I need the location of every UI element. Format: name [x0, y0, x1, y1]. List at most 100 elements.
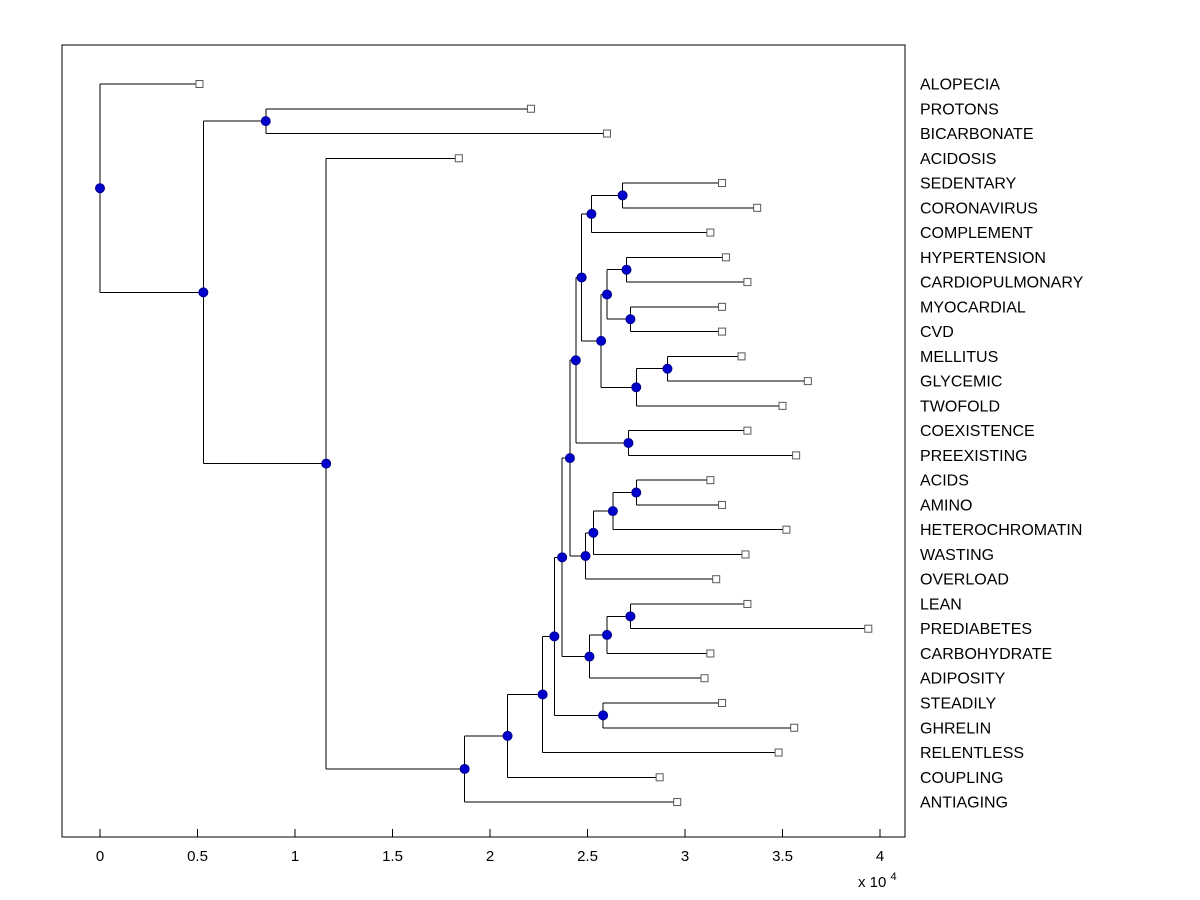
leaf-label: CARDIOPULMONARY	[920, 275, 1084, 292]
branch-node-marker	[321, 458, 332, 469]
branch-node-marker	[662, 363, 673, 374]
leaf-marker	[526, 104, 535, 113]
leaf-marker	[603, 129, 611, 138]
leaf-marker	[718, 302, 727, 311]
branch-node-marker	[537, 689, 548, 700]
leaf-marker	[792, 451, 801, 460]
leaf-marker	[778, 401, 787, 410]
leaf-marker	[864, 624, 873, 633]
leaf-label: ANTIAGING	[920, 795, 1008, 812]
leaf-label: GHRELIN	[920, 720, 991, 737]
leaf-label: PROTONS	[920, 101, 999, 118]
x-axis: 0 0.5 1 1.5 2 2.5 3 3.5 4 x 10 4	[96, 829, 897, 891]
x-tick-label: 1	[291, 848, 299, 865]
x-tick-label: 0.5	[187, 848, 208, 865]
leaf-marker	[706, 228, 715, 237]
branch-node-marker	[549, 631, 560, 642]
branch-node-marker	[625, 314, 636, 325]
leaf-label: OVERLOAD	[920, 572, 1009, 589]
branch-node-marker	[617, 190, 628, 201]
leaf-marker	[454, 154, 463, 163]
x-tick-label: 2.5	[577, 848, 598, 865]
leaf-label: GLYCEMIC	[920, 374, 1002, 391]
leaf-label: COUPLING	[920, 770, 1004, 787]
branch-node-marker	[588, 527, 599, 538]
leaf-marker	[721, 253, 730, 262]
leaf-label: HYPERTENSION	[920, 250, 1046, 267]
leaf-marker	[700, 674, 709, 683]
branch-node-marker	[602, 289, 612, 300]
branch-node-marker	[631, 487, 642, 498]
x-tick-label: 0	[96, 848, 104, 865]
branch-node-marker	[631, 382, 642, 393]
branch-node-marker	[459, 763, 470, 774]
branch-node-marker	[95, 183, 105, 194]
leaf-label: MELLITUS	[920, 349, 998, 366]
branch-node-marker	[570, 355, 581, 366]
leaf-label: ADIPOSITY	[920, 671, 1006, 688]
leaf-marker	[718, 179, 727, 188]
x-tick-label: 2	[486, 848, 494, 865]
leaf-marker	[673, 798, 682, 807]
x-tick-label: 3	[681, 848, 689, 865]
leaf-label: CORONAVIRUS	[920, 200, 1038, 217]
x-tick-label: 3.5	[772, 848, 793, 865]
leaf-marker	[195, 80, 204, 88]
leaf-label: TWOFOLD	[920, 398, 1000, 415]
branch-node-marker	[576, 272, 587, 283]
leaf-label: CARBOHYDRATE	[920, 646, 1052, 663]
branch-node-marker	[623, 438, 634, 449]
branch-node-markers	[95, 116, 673, 774]
branch-node-marker	[564, 453, 575, 464]
leaf-marker	[718, 327, 727, 336]
leaf-label: PREDIABETES	[920, 621, 1032, 638]
plot-box	[61, 44, 906, 838]
leaf-marker	[655, 773, 664, 782]
branch-node-marker	[625, 611, 636, 622]
leaf-marker	[743, 426, 752, 435]
leaf-marker	[743, 278, 752, 287]
leaf-marker	[790, 723, 799, 732]
x-tick-label: 4	[876, 848, 884, 865]
x-axis-exponent: x 10 4	[858, 871, 897, 891]
leaf-label: AMINO	[920, 497, 972, 514]
branch-node-marker	[607, 506, 618, 517]
leaf-marker	[753, 203, 762, 212]
leaf-marker	[706, 476, 715, 485]
leaf-label: COEXISTENCE	[920, 423, 1035, 440]
branch-node-marker	[557, 552, 568, 563]
branch-node-marker	[621, 264, 632, 275]
branch-node-marker	[596, 335, 607, 346]
leaf-markers	[195, 80, 873, 807]
leaf-label: WASTING	[920, 547, 994, 564]
branch-node-marker	[260, 116, 271, 127]
leaf-label: RELENTLESS	[920, 745, 1024, 762]
leaf-label: LEAN	[920, 596, 962, 613]
leaf-label: STEADILY	[920, 696, 997, 713]
branch-node-marker	[584, 651, 595, 662]
leaf-label: SEDENTARY	[920, 176, 1017, 193]
leaf-marker	[741, 550, 750, 559]
x-tick-label: 1.5	[382, 848, 403, 865]
leaf-marker	[718, 500, 727, 509]
leaf-label: MYOCARDIAL	[920, 299, 1026, 316]
leaf-marker	[743, 599, 752, 608]
leaf-marker	[737, 352, 746, 361]
leaf-marker	[712, 575, 721, 584]
leaf-marker	[718, 699, 727, 707]
branch-node-marker	[602, 629, 612, 640]
leaf-label: ACIDS	[920, 473, 969, 490]
leaf-label: CVD	[920, 324, 954, 341]
leaf-marker	[774, 748, 783, 757]
leaf-label: BICARBONATE	[920, 126, 1034, 143]
branch-node-marker	[598, 710, 609, 721]
branch-node-marker	[586, 208, 597, 219]
leaf-label: ACIDOSIS	[920, 151, 996, 168]
branch-node-marker	[502, 730, 513, 741]
leaf-label: PREEXISTING	[920, 448, 1028, 465]
branch-node-marker	[580, 550, 591, 561]
leaf-marker	[782, 525, 791, 534]
leaf-label: COMPLEMENT	[920, 225, 1033, 242]
